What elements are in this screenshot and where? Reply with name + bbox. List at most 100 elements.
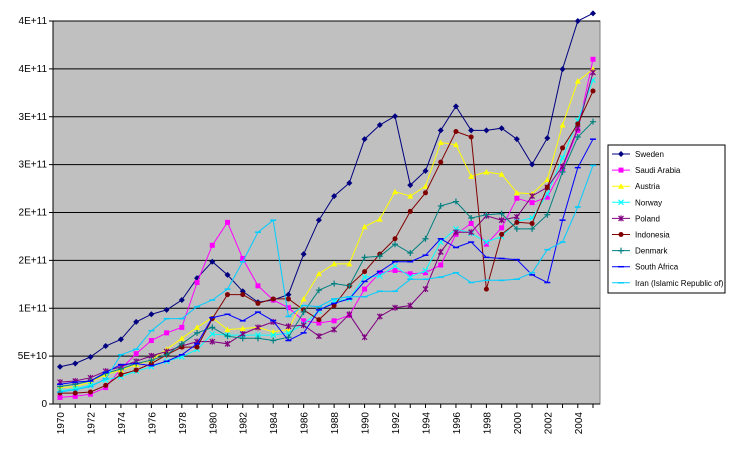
- y-tick-label: 4E+11: [19, 16, 48, 27]
- data-point: [163, 306, 170, 313]
- data-point: [285, 323, 292, 330]
- data-point: [514, 219, 520, 225]
- data-point: [422, 183, 429, 189]
- data-point: [499, 225, 505, 231]
- data-point: [574, 78, 581, 84]
- series-line: [59, 59, 594, 398]
- data-point: [468, 214, 475, 221]
- data-point: [377, 270, 383, 276]
- data-point: [194, 280, 200, 286]
- data-point: [148, 361, 154, 367]
- data-point: [513, 225, 520, 232]
- series-line: [59, 12, 594, 368]
- data-point: [618, 232, 624, 237]
- y-tick-label: 3E+11: [19, 112, 48, 123]
- series-lines: [57, 10, 596, 400]
- data-point: [590, 69, 596, 76]
- data-point: [285, 305, 291, 311]
- legend-label: Norway: [635, 198, 662, 207]
- data-point: [361, 274, 368, 280]
- legend-label: Indonesia: [635, 231, 670, 240]
- data-point: [194, 324, 201, 330]
- data-point: [103, 382, 109, 388]
- legend-label: Austria: [635, 182, 660, 191]
- data-point: [529, 225, 536, 232]
- data-point: [72, 390, 78, 396]
- data-point: [618, 151, 624, 157]
- data-point: [618, 215, 624, 222]
- data-point: [513, 136, 520, 143]
- data-point: [513, 189, 520, 196]
- y-tick-label: 0: [41, 399, 47, 410]
- data-point: [57, 394, 63, 400]
- data-point: [483, 211, 490, 218]
- data-point: [559, 154, 566, 161]
- data-point: [392, 236, 398, 242]
- data-point: [331, 326, 338, 333]
- legend-item: Saudi Arabia: [612, 166, 681, 175]
- data-point: [209, 324, 216, 331]
- data-point: [300, 322, 307, 329]
- legend-item: Denmark: [612, 247, 668, 256]
- data-point: [376, 313, 383, 320]
- data-point: [483, 239, 490, 245]
- data-point: [618, 167, 624, 173]
- data-point: [178, 297, 185, 304]
- data-point: [392, 113, 399, 120]
- data-point: [255, 300, 261, 306]
- legend-item: Indonesia: [612, 231, 670, 240]
- data-point: [513, 213, 520, 220]
- data-point: [468, 134, 474, 140]
- data-point: [163, 351, 170, 358]
- data-point: [285, 296, 291, 302]
- y-tick-label: 2E+11: [19, 255, 48, 266]
- x-tick-label: 2000: [513, 412, 524, 435]
- data-point: [407, 271, 413, 277]
- data-point: [407, 208, 413, 214]
- data-point: [102, 343, 109, 350]
- x-tick-label: 1996: [452, 412, 463, 435]
- y-tick-label: 1E+11: [19, 303, 48, 314]
- x-tick-label: 1992: [391, 412, 402, 435]
- data-point: [618, 183, 624, 189]
- data-point: [483, 241, 489, 247]
- data-point: [194, 344, 200, 350]
- data-point: [301, 318, 307, 324]
- data-point: [224, 340, 231, 347]
- data-point: [331, 318, 337, 324]
- data-point: [225, 219, 231, 225]
- data-point: [468, 229, 475, 236]
- data-point: [240, 255, 246, 261]
- y-tick-label: 2E+11: [19, 208, 48, 219]
- data-point: [209, 258, 216, 265]
- gridlines: [53, 20, 600, 357]
- x-tick-label: 2004: [574, 412, 585, 435]
- data-point: [148, 338, 154, 344]
- data-point: [590, 118, 596, 125]
- series-indonesia: [57, 88, 596, 396]
- data-point: [117, 365, 124, 372]
- data-point: [452, 141, 459, 148]
- data-point: [148, 311, 155, 318]
- data-point: [240, 292, 246, 298]
- data-point: [164, 330, 170, 336]
- legend-item: Austria: [612, 182, 660, 191]
- data-point: [300, 309, 307, 316]
- data-point: [270, 296, 276, 302]
- data-point: [422, 167, 429, 174]
- data-point: [392, 304, 398, 311]
- data-point: [376, 216, 383, 222]
- data-point: [498, 125, 505, 132]
- data-point: [438, 262, 444, 268]
- data-point: [498, 171, 505, 177]
- x-tick-label: 1990: [361, 412, 372, 435]
- data-point: [209, 242, 215, 248]
- legend-label: Poland: [635, 214, 660, 223]
- data-point: [316, 320, 322, 326]
- legend: Sweden Saudi Arabia Austria Norway Poland Ind…: [607, 144, 726, 294]
- data-point: [452, 198, 459, 205]
- data-point: [407, 302, 414, 309]
- x-tick-label: 1974: [117, 412, 128, 435]
- data-point: [407, 193, 414, 199]
